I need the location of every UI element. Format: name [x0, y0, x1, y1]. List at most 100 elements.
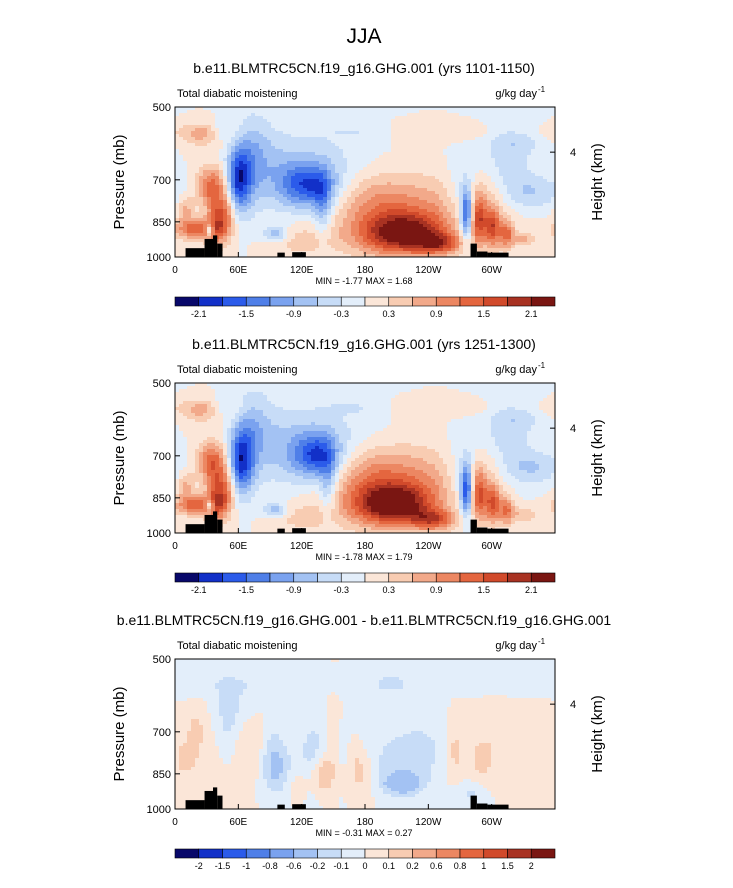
- colorbar: -2.1 -1.5 -0.9 -0.3 0.3 0.9 1.5 2.1: [174, 572, 556, 595]
- x-tick-label: 180: [357, 817, 374, 828]
- colorbar-label: -2.1: [191, 309, 207, 319]
- colorbar-swatch: [222, 848, 247, 859]
- colorbar-swatch: [364, 848, 390, 859]
- colorbar-swatch: [530, 848, 556, 859]
- colorbar-label: -0.1: [333, 861, 349, 871]
- colorbar-swatch: [412, 848, 437, 859]
- chart-panel-2: b.e11.BLMTRC5CN.f19_g16.GHG.001 (yrs 125…: [111, 336, 606, 595]
- topography-block: [292, 804, 306, 809]
- topography-block: [292, 528, 306, 533]
- colorbar-swatch: [293, 296, 318, 307]
- chart-panel-3: b.e11.BLMTRC5CN.f19_g16.GHG.001 - b.e11.…: [111, 612, 611, 871]
- topography-block: [185, 248, 205, 257]
- colorbar-swatch: [507, 296, 532, 307]
- min-max-label: MIN = -1.78 MAX = 1.79: [315, 552, 412, 562]
- colorbar-swatch: [174, 296, 200, 307]
- topography-block: [292, 252, 306, 257]
- colorbar-label: 1.5: [477, 309, 490, 319]
- right-axis-label: Height (km): [589, 419, 606, 497]
- colorbar-swatch: [317, 572, 342, 583]
- right-tick-label: 4: [570, 699, 576, 711]
- colorbar-swatch: [412, 572, 437, 583]
- main-title: JJA: [346, 25, 381, 48]
- colorbar-swatch: [364, 572, 390, 583]
- topography-mask: [185, 511, 509, 533]
- contour-field: [175, 659, 556, 810]
- x-tick-label: 120E: [290, 541, 314, 552]
- colorbar-label: 0.1: [382, 861, 395, 871]
- colorbar-label: -0.3: [333, 309, 349, 319]
- topography-block: [470, 519, 477, 533]
- colorbar-swatch: [245, 296, 271, 307]
- x-tick-label: 120E: [290, 817, 314, 828]
- colorbar-label: -1.5: [238, 585, 254, 595]
- colorbar-swatch: [435, 572, 461, 583]
- topography-block: [217, 243, 223, 257]
- colorbar-label: -0.6: [286, 861, 302, 871]
- colorbar-swatch: [198, 848, 223, 859]
- colorbar-swatch: [198, 572, 223, 583]
- topography-block: [185, 524, 205, 533]
- colorbar-swatch: [530, 572, 556, 583]
- min-max-label: MIN = -1.77 MAX = 1.68: [315, 276, 412, 286]
- colorbar-swatch: [269, 572, 295, 583]
- colorbar-swatch: [340, 848, 366, 859]
- colorbar-swatch: [364, 296, 390, 307]
- y-tick-label: 1000: [147, 804, 171, 816]
- topography-block: [213, 511, 218, 533]
- y-axis-label: Pressure (mb): [111, 134, 128, 229]
- units-label: g/kg day: [495, 364, 537, 376]
- colorbar-swatch: [483, 848, 508, 859]
- colorbar-label: -0.3: [333, 585, 349, 595]
- colorbar-swatch: [340, 572, 366, 583]
- y-tick-label: 500: [153, 102, 171, 114]
- y-axis-label: Pressure (mb): [111, 686, 128, 781]
- contour-field: [175, 107, 556, 258]
- units-label: g/kg day: [495, 640, 537, 652]
- x-tick-label: 60W: [481, 817, 502, 828]
- colorbar-label: -2: [195, 861, 203, 871]
- y-tick-label: 700: [153, 727, 171, 739]
- colorbar-label: 1.5: [501, 861, 514, 871]
- colorbar-label: 0: [362, 861, 367, 871]
- colorbar-label: -1: [242, 861, 250, 871]
- colorbar-swatch: [174, 848, 200, 859]
- colorbar-swatch: [174, 572, 200, 583]
- topography-block: [277, 804, 285, 809]
- colorbar-swatch: [269, 848, 295, 859]
- x-tick-label: 60E: [229, 265, 247, 276]
- topography-block: [487, 528, 509, 533]
- colorbar-swatch: [459, 296, 485, 307]
- y-tick-label: 850: [153, 493, 171, 505]
- topography-block: [204, 238, 213, 257]
- colorbar-swatch: [435, 848, 461, 859]
- colorbar-label: -2.1: [191, 585, 207, 595]
- colorbar-swatch: [317, 848, 342, 859]
- colorbar-label: 0.9: [430, 309, 443, 319]
- right-axis-label: Height (km): [589, 143, 606, 221]
- colorbar-swatch: [412, 296, 437, 307]
- x-tick-label: 60E: [229, 817, 247, 828]
- x-tick-label: 0: [172, 265, 178, 276]
- right-tick-label: 4: [570, 147, 576, 159]
- colorbar-swatch: [222, 572, 247, 583]
- topography-block: [204, 790, 213, 809]
- y-tick-label: 850: [153, 217, 171, 229]
- colorbar-swatch: [483, 572, 508, 583]
- topography-mask: [185, 235, 509, 257]
- colorbar-label: 0.9: [430, 585, 443, 595]
- colorbar-swatch: [293, 848, 318, 859]
- colorbar-swatch: [483, 296, 508, 307]
- x-tick-label: 120E: [290, 265, 314, 276]
- min-max-label: MIN = -0.31 MAX = 0.27: [315, 828, 412, 838]
- y-tick-label: 500: [153, 378, 171, 390]
- colorbar-swatch: [245, 572, 271, 583]
- x-tick-label: 0: [172, 541, 178, 552]
- colorbar-swatch: [507, 848, 532, 859]
- colorbar-swatch: [507, 572, 532, 583]
- colorbar-swatch: [388, 848, 413, 859]
- colorbar-swatch: [388, 296, 413, 307]
- colorbar-label: -1.5: [238, 309, 254, 319]
- panel-title: b.e11.BLMTRC5CN.f19_g16.GHG.001 - b.e11.…: [117, 612, 612, 628]
